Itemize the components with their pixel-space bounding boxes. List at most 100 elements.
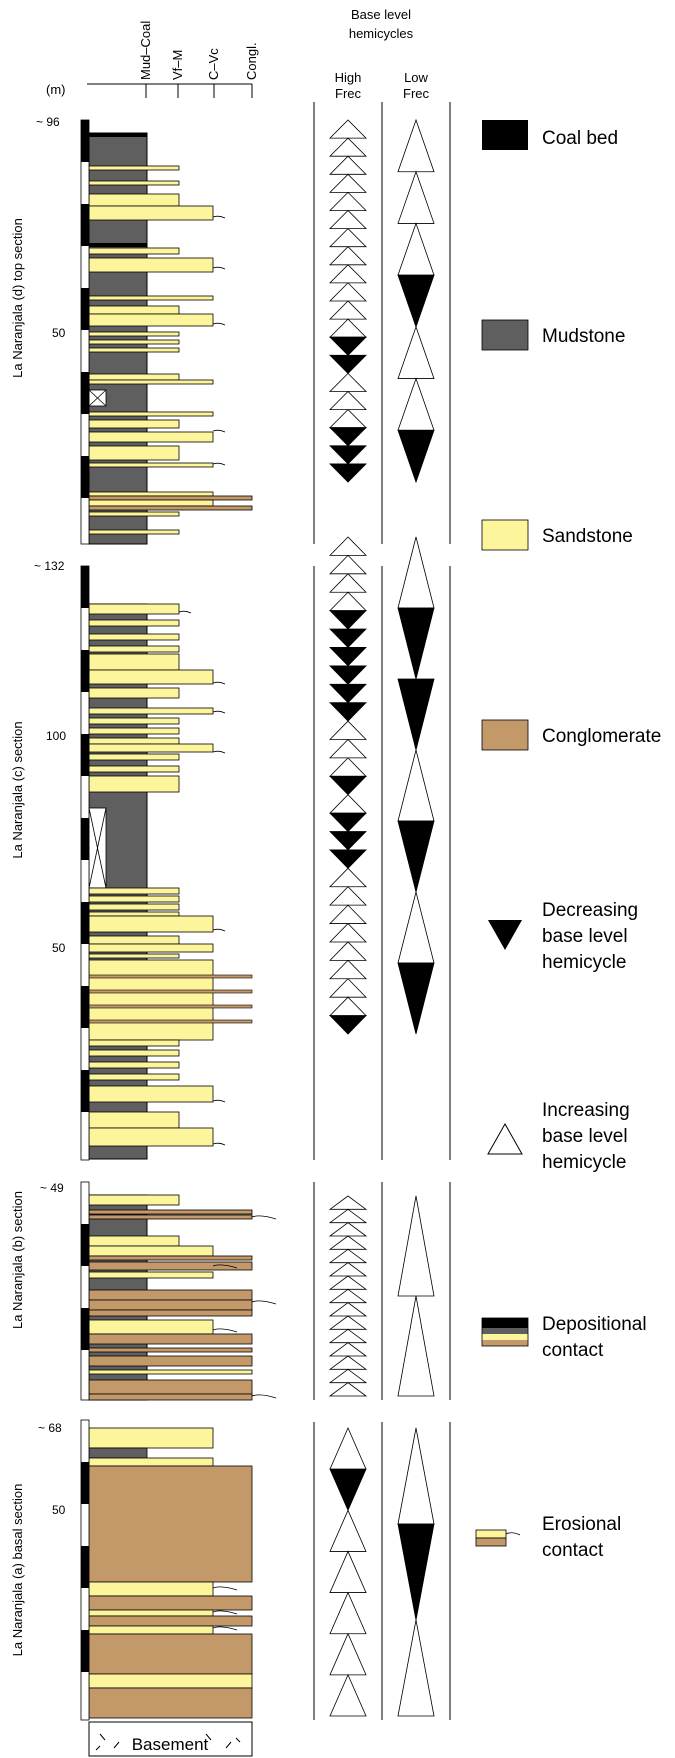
increasing-hemicycle-triangle [328, 1248, 368, 1264]
top-depth-label-d: ~ 96 [36, 115, 60, 129]
decreasing-hemicycle-triangle [397, 607, 435, 680]
legend-mudstone-label: Mudstone [542, 326, 625, 347]
decreasing-hemicycle-triangle [329, 445, 367, 465]
legend-coal-swatch [482, 120, 528, 150]
hemicycle-frame [313, 102, 451, 1720]
depth-label-c-50: 50 [52, 941, 66, 955]
legend-increasing-triangle [487, 1122, 523, 1155]
increasing-hemicycle-triangle [329, 978, 367, 998]
increasing-hemicycle-triangle [329, 390, 367, 411]
increasing-hemicycle-triangle [397, 749, 435, 822]
increasing-hemicycle-triangle [329, 246, 367, 266]
increasing-hemicycle-triangle [329, 554, 367, 575]
decreasing-hemicycle-triangle [329, 1468, 367, 1512]
increasing-hemicycle-triangle [397, 118, 435, 173]
increasing-hemicycle-triangle [329, 867, 367, 888]
decreasing-hemicycle-triangle [397, 1523, 435, 1621]
legend-erosional-line1: Erosional [542, 1514, 621, 1535]
section-a: La Naranjala (a) basal section ~ 68 50 [10, 1419, 253, 1757]
increasing-hemicycle-triangle [329, 886, 367, 906]
high-freq-label-2: Frec [335, 86, 362, 101]
increasing-hemicycle-triangle [328, 1275, 368, 1290]
decreasing-hemicycle-triangle [329, 647, 367, 667]
increasing-hemicycle-triangle [329, 1427, 367, 1470]
increasing-hemicycle-triangle [329, 137, 367, 157]
decreasing-hemicycle-triangle [329, 354, 367, 374]
increasing-hemicycle-triangle [328, 1355, 368, 1370]
increasing-hemicycle-triangle [328, 1382, 368, 1397]
legend-erosional-swatch [475, 1529, 521, 1547]
legend-increasing-line2: base level [542, 1126, 628, 1147]
section-label-d: La Naranjala (d) top section [10, 218, 25, 378]
legend-depositional-line1: Depositional [542, 1314, 647, 1335]
scale-bar-c [80, 565, 90, 1161]
increasing-hemicycle-triangle [328, 1368, 368, 1384]
scale-bar-a [80, 1419, 90, 1721]
legend: Coal bed Mudstone Sandstone Conglomerate… [475, 120, 661, 1561]
decreasing-hemicycle-triangle [329, 610, 367, 630]
legend-decreasing-line1: Decreasing [542, 900, 638, 921]
decreasing-hemicycle-triangle [329, 849, 367, 869]
increasing-hemicycle-triangle [397, 377, 435, 431]
grain-size-congl: Congl. [244, 42, 259, 80]
increasing-hemicycle-triangle [329, 1591, 367, 1635]
increasing-hemicycle-triangle [397, 325, 435, 379]
decreasing-hemicycle-triangle [329, 628, 367, 649]
section-label-c: La Naranjala (c) section [10, 721, 25, 858]
legend-decreasing-line3: hemicycle [542, 952, 626, 973]
increasing-hemicycle-triangle [329, 119, 367, 139]
increasing-hemicycle-triangle [329, 1673, 367, 1717]
lithology-column-b [88, 1194, 277, 1401]
legend-conglomerate-label: Conglomerate [542, 726, 661, 747]
legend-decreasing-line2: base level [542, 926, 628, 947]
increasing-hemicycle-triangle [328, 1222, 368, 1237]
increasing-hemicycle-triangle [329, 228, 367, 248]
increasing-hemicycle-triangle [329, 536, 367, 556]
increasing-hemicycle-triangle [397, 1195, 435, 1297]
depth-label-d-50: 50 [52, 326, 66, 340]
legend-increasing-line1: Increasing [542, 1100, 630, 1121]
depth-label-a-50: 50 [52, 1503, 66, 1517]
low-freq-label-2: Frec [403, 86, 430, 101]
section-label-a: La Naranjala (a) basal section [10, 1484, 25, 1657]
increasing-hemicycle-triangle [328, 1262, 368, 1277]
increasing-hemicycle-triangle [329, 996, 367, 1016]
grain-size-header: Mud–Coal Vf–M C–Vc Congl. (m) [46, 21, 259, 98]
increasing-hemicycle-triangle [329, 591, 367, 612]
lithology-column-d [88, 132, 253, 545]
increasing-hemicycle-triangle [397, 222, 435, 276]
grain-size-vf-m: Vf–M [170, 50, 185, 80]
increasing-hemicycle-triangle [329, 904, 367, 924]
increasing-hemicycle-triangle [397, 536, 435, 609]
increasing-hemicycle-triangle [329, 209, 367, 230]
basement-box: Basement [88, 1721, 253, 1757]
hemicycle-triangles [328, 118, 435, 1717]
decreasing-hemicycle-triangle [329, 831, 367, 851]
legend-depositional-line2: contact [542, 1340, 604, 1361]
increasing-hemicycle-triangle [329, 794, 367, 814]
legend-coal-label: Coal bed [542, 128, 618, 149]
increasing-hemicycle-triangle [397, 1619, 435, 1717]
decreasing-hemicycle-triangle [329, 812, 367, 833]
increasing-hemicycle-triangle [328, 1235, 368, 1250]
top-depth-label-b: ~ 49 [40, 1181, 64, 1195]
decreasing-hemicycle-triangle [397, 429, 435, 484]
legend-sandstone-label: Sandstone [542, 526, 633, 547]
scale-bar-b [80, 1181, 90, 1401]
legend-increasing-line3: hemicycle [542, 1152, 626, 1173]
top-depth-label-c: ~ 132 [34, 559, 65, 573]
low-freq-label: Low [404, 70, 428, 85]
increasing-hemicycle-triangle [329, 959, 367, 980]
decreasing-hemicycle-triangle [329, 1015, 367, 1035]
decreasing-hemicycle-triangle [329, 336, 367, 356]
legend-conglomerate-swatch [481, 719, 529, 751]
increasing-hemicycle-triangle [328, 1315, 368, 1330]
decreasing-hemicycle-triangle [397, 678, 435, 751]
increasing-hemicycle-triangle [328, 1208, 368, 1224]
increasing-hemicycle-triangle [329, 1632, 367, 1676]
increasing-hemicycle-triangle [329, 372, 367, 392]
unit-label: (m) [46, 82, 66, 97]
base-level-title: Base level [351, 7, 411, 22]
increasing-hemicycle-triangle [329, 757, 367, 777]
